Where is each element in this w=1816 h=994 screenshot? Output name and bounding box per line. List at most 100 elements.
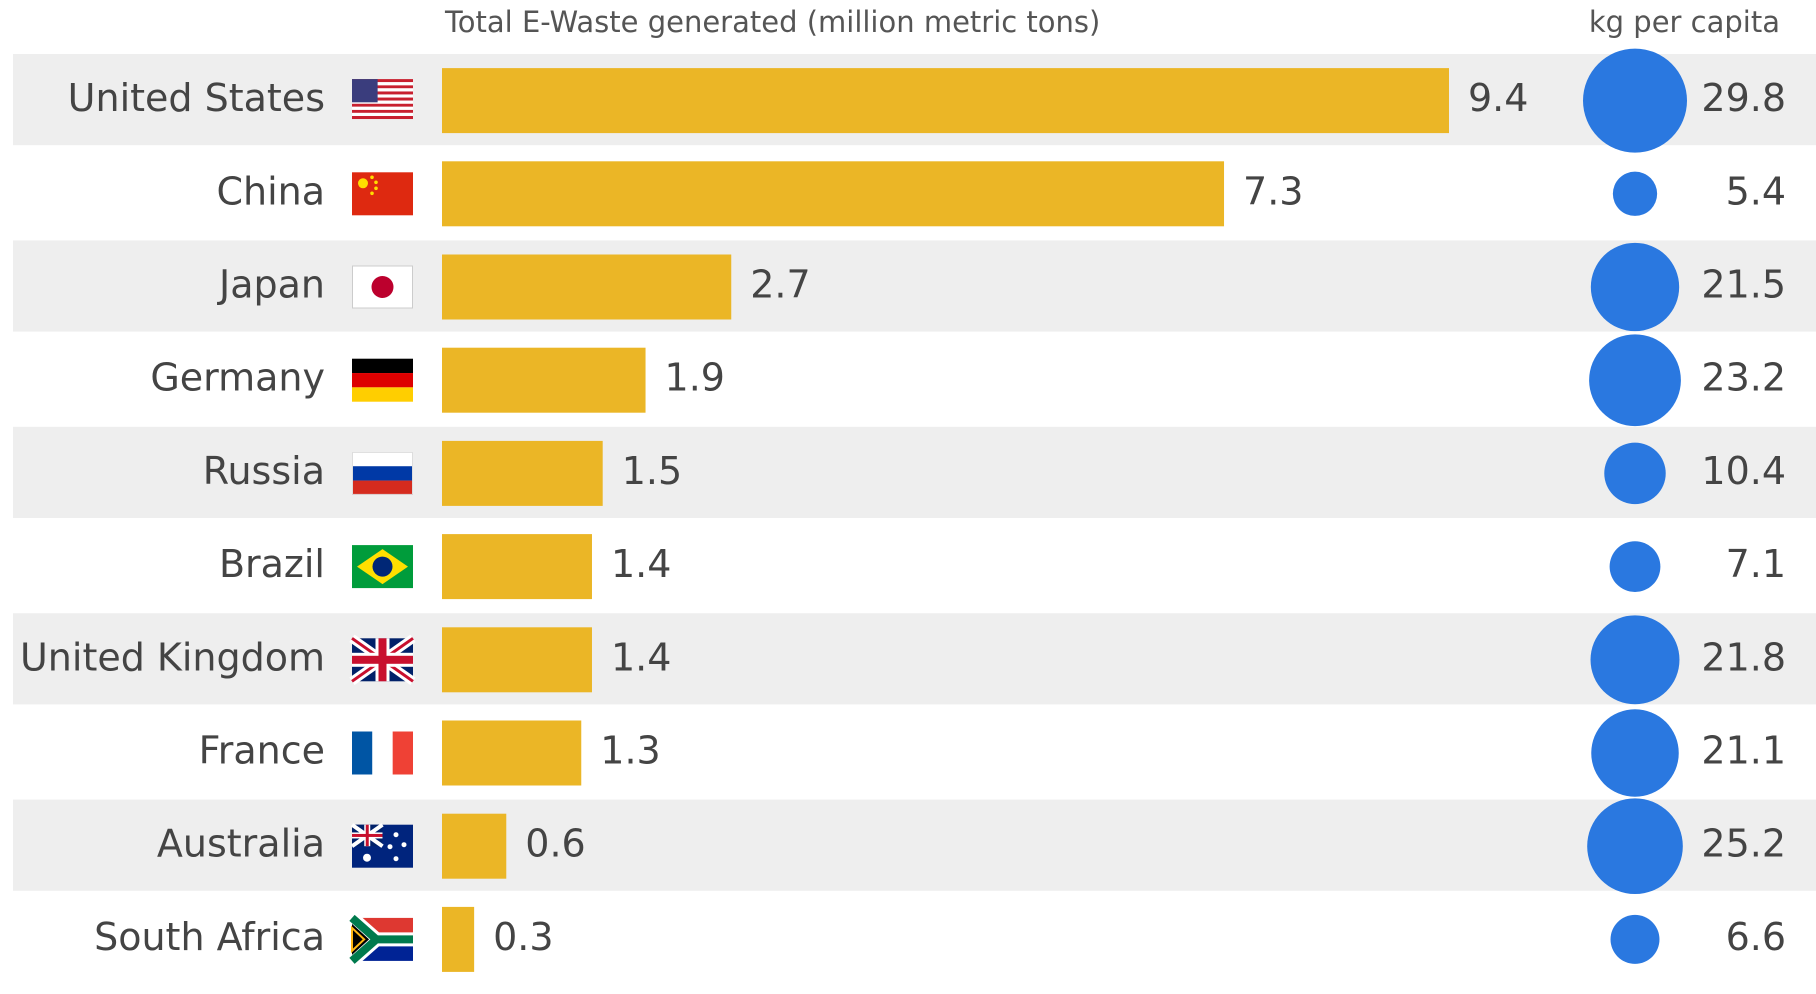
flag-part: [372, 731, 393, 775]
flag-part: [352, 466, 413, 481]
flag-part: [371, 276, 394, 298]
flag: [352, 172, 413, 216]
bar: [442, 347, 646, 413]
flag: [352, 545, 413, 589]
flag-part: [352, 833, 383, 837]
bubble-value-label: 29.8: [1701, 76, 1786, 120]
bubble: [1590, 242, 1680, 332]
bubble: [1610, 914, 1660, 964]
flag-part: [401, 842, 407, 848]
flag: [352, 358, 413, 402]
flag-part: [352, 731, 373, 775]
flag-part: [358, 178, 368, 189]
flag-part: [352, 91, 413, 95]
flag-part: [352, 387, 413, 402]
bar: [442, 161, 1225, 227]
category-label: Brazil: [219, 542, 325, 586]
bubble: [1589, 334, 1681, 427]
flag-part: [352, 88, 413, 92]
flag-part: [352, 100, 413, 104]
flag: [352, 79, 413, 120]
bubble-value-label: 21.1: [1701, 729, 1786, 773]
flag-part: [393, 832, 399, 838]
bubble-value-label: 21.8: [1701, 635, 1786, 679]
bar: [442, 534, 592, 600]
category-label: France: [199, 729, 325, 773]
bubble: [1587, 798, 1683, 895]
bubble-value-label: 23.2: [1701, 356, 1786, 400]
bubble-value-label: 6.6: [1726, 915, 1786, 959]
flag-part: [349, 914, 413, 964]
bar-value-label: 1.9: [665, 356, 725, 400]
category-label: Germany: [150, 356, 325, 400]
flag-part: [352, 103, 413, 107]
flag: [352, 265, 413, 309]
flag-part: [352, 373, 413, 388]
bubble: [1583, 48, 1687, 153]
bar-value-label: 0.6: [525, 822, 585, 866]
flag-part: [352, 79, 413, 83]
category-label: South Africa: [94, 915, 325, 959]
row-stripe: [13, 799, 1816, 891]
bar: [442, 720, 582, 786]
flag-part: [352, 85, 413, 89]
category-label: Australia: [157, 822, 325, 866]
flag-part: [393, 856, 399, 862]
bubble-value-label: 25.2: [1701, 822, 1786, 866]
flag-part: [352, 109, 413, 113]
bubble: [1604, 442, 1666, 505]
flag: [350, 823, 413, 868]
flag-part: [387, 844, 393, 850]
bar: [442, 627, 592, 693]
flag-part: [370, 175, 374, 180]
flag-part: [352, 480, 413, 495]
flag-part: [352, 106, 413, 110]
bar: [442, 68, 1449, 134]
category-label: United States: [68, 76, 325, 120]
flag-part: [363, 853, 371, 862]
bar-value-label: 1.5: [622, 449, 682, 493]
flag-part: [352, 451, 413, 467]
bubble-value-label: 10.4: [1701, 449, 1786, 493]
bar-header: Total E-Waste generated (million metric …: [444, 5, 1100, 39]
bar-value-label: 2.7: [750, 263, 810, 307]
row-stripe: [13, 240, 1816, 332]
row-stripe: [13, 426, 1816, 518]
flag-part: [392, 731, 413, 775]
bar-value-label: 9.4: [1468, 76, 1528, 120]
bubble-value-label: 21.5: [1701, 263, 1786, 307]
bar-value-label: 7.3: [1243, 169, 1303, 213]
category-label: Russia: [203, 449, 325, 493]
bubble-value-label: 7.1: [1726, 542, 1786, 586]
flag-part: [374, 180, 378, 185]
bar: [442, 254, 732, 320]
bar: [442, 440, 603, 506]
bar: [442, 813, 507, 879]
flag-part: [352, 265, 413, 309]
bar-value-label: 0.3: [493, 915, 553, 959]
flag-part: [352, 94, 413, 98]
row-stripe: [13, 613, 1816, 705]
bubble: [1590, 615, 1680, 705]
flag-part: [352, 655, 413, 664]
bar-value-label: 1.3: [600, 729, 660, 773]
flag: [347, 912, 413, 967]
flag-part: [352, 97, 413, 101]
flag-part: [352, 358, 413, 374]
flag-part: [352, 451, 413, 495]
flag: [349, 634, 416, 685]
bar: [442, 906, 475, 972]
flag-part: [370, 191, 374, 196]
category-label: China: [216, 169, 325, 213]
flag-part: [352, 79, 378, 103]
bubble-header: kg per capita: [1589, 5, 1780, 39]
flag-part: [352, 82, 413, 86]
bar-value-label: 1.4: [611, 542, 671, 586]
flag: [352, 731, 413, 775]
bubble: [1612, 171, 1658, 216]
flag-part: [352, 115, 413, 120]
flag-part: [372, 556, 393, 577]
bubble: [1591, 709, 1679, 797]
flag-part: [351, 925, 366, 954]
